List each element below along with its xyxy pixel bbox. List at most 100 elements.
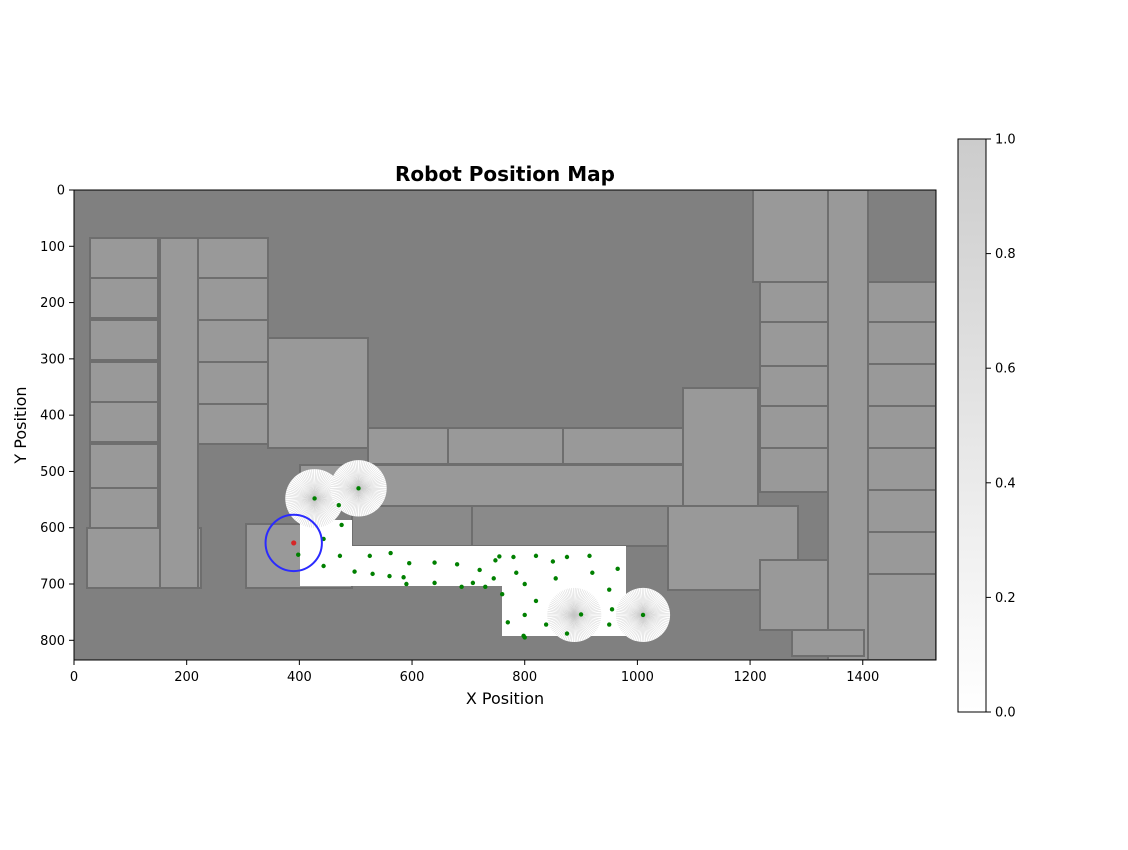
scan-ray	[287, 486, 315, 499]
scan-ray	[294, 476, 315, 499]
scan-ray	[307, 498, 315, 527]
scan-ray	[314, 498, 322, 527]
scan-ray	[574, 598, 597, 616]
scan-ray	[314, 469, 318, 499]
scan-ray	[342, 464, 359, 489]
room	[867, 281, 936, 323]
scan-ray	[333, 488, 359, 502]
waypoint-marker	[321, 563, 326, 569]
scan-ray	[314, 498, 332, 523]
scan-ray	[574, 614, 576, 643]
scan-ray	[293, 477, 315, 499]
scan-ray	[330, 482, 359, 489]
scan-ray	[624, 594, 644, 616]
scan-ray	[616, 609, 644, 616]
scan-ray	[574, 614, 587, 640]
scan-ray	[642, 593, 660, 616]
scan-ray	[553, 597, 575, 616]
scan-ray	[358, 470, 381, 489]
scan-ray	[642, 598, 666, 616]
y-axis-label: Y Position	[11, 386, 30, 464]
scan-ray	[548, 614, 575, 623]
scan-ray	[571, 614, 575, 642]
scan-ray	[624, 614, 644, 636]
waypoint-marker	[454, 562, 460, 567]
scan-ray	[335, 471, 359, 489]
scan-ray	[313, 469, 315, 499]
waypoint-marker	[387, 573, 392, 579]
scan-ray	[626, 593, 644, 616]
scan-ray	[358, 488, 387, 491]
scan-ray	[643, 611, 670, 616]
scan-ray	[314, 472, 328, 499]
scan-ray	[634, 614, 644, 641]
scan-ray	[358, 488, 364, 517]
scan-ray	[547, 611, 575, 616]
scan-ray	[314, 498, 342, 511]
room	[267, 337, 369, 449]
waypoint-marker	[493, 558, 498, 563]
scan-ray	[574, 614, 600, 625]
scan-ray	[358, 482, 387, 489]
scan-ray	[618, 603, 644, 616]
scan-ray	[642, 602, 668, 616]
room	[197, 319, 269, 363]
room	[89, 443, 159, 489]
scan-ray	[642, 591, 657, 616]
scan-ray	[565, 614, 575, 641]
scan-ray	[642, 614, 666, 632]
scan-ray	[574, 612, 602, 616]
scan-ray	[573, 587, 575, 615]
waypoint-marker	[337, 553, 343, 559]
scan-ray	[574, 614, 583, 641]
scan-ray	[643, 612, 671, 616]
scan-ray	[351, 460, 359, 489]
scan-ray	[622, 597, 644, 616]
scan-ray	[358, 488, 378, 510]
scan-ray	[626, 614, 644, 637]
scan-ray	[574, 590, 587, 616]
scan-ray	[550, 614, 575, 628]
scan-ray	[358, 471, 382, 489]
scan-ray	[358, 488, 368, 516]
scan-ray	[574, 614, 585, 641]
scan-ray	[574, 594, 593, 616]
room	[367, 427, 449, 465]
waypoint-marker	[511, 554, 516, 560]
scan-ray	[286, 498, 315, 507]
x-tick-label: 1200	[734, 670, 767, 685]
scan-ray	[565, 589, 575, 616]
scan-ray	[339, 467, 359, 489]
scan-ray	[642, 587, 645, 615]
scan-ray	[616, 614, 644, 623]
room	[197, 277, 269, 321]
scan-ray	[287, 498, 315, 511]
room	[89, 487, 159, 529]
scan-ray	[642, 594, 662, 616]
scan-ray	[358, 473, 383, 489]
scan-ray	[358, 488, 385, 500]
scan-ray	[286, 488, 315, 499]
room	[562, 427, 684, 465]
scan-ray	[642, 609, 670, 616]
scan-ray	[331, 488, 359, 499]
scan-ray	[621, 614, 644, 632]
scan-ray	[574, 589, 585, 616]
scan-ray	[552, 614, 575, 632]
scan-ray	[286, 498, 315, 509]
waypoint-marker	[564, 631, 570, 636]
scan-ray	[314, 469, 316, 499]
room	[867, 489, 936, 533]
scan-ray	[642, 614, 650, 642]
waypoint-marker	[521, 633, 526, 638]
scan-ray	[344, 488, 359, 513]
scan-ray	[547, 614, 575, 619]
waypoint-marker	[522, 612, 527, 618]
scan-ray	[623, 596, 644, 616]
room	[791, 629, 865, 657]
scan-ray	[552, 598, 575, 616]
scan-ray	[617, 614, 644, 625]
scan-ray	[556, 614, 575, 636]
waypoint-marker	[497, 554, 502, 559]
